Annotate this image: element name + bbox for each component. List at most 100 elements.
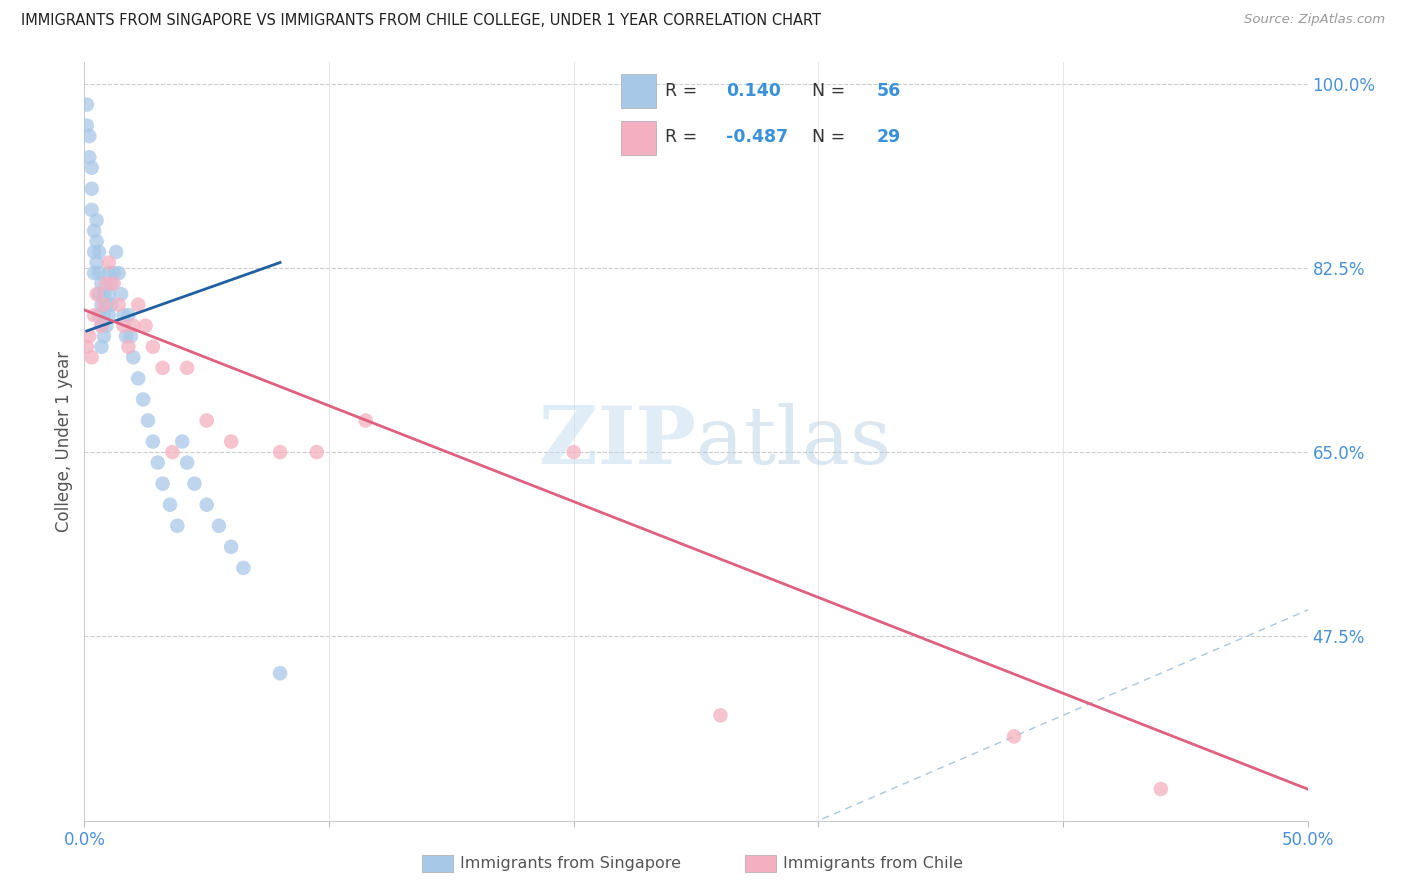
Point	[1002, 730, 1025, 744]
Point	[172, 434, 194, 449]
Text: 29: 29	[877, 128, 901, 145]
Point	[112, 318, 135, 333]
Point	[162, 445, 184, 459]
Point	[183, 476, 205, 491]
Point	[100, 298, 122, 312]
Point	[83, 266, 105, 280]
Text: R =: R =	[665, 82, 703, 100]
Point	[152, 476, 174, 491]
Point	[87, 244, 110, 259]
Text: -0.487: -0.487	[727, 128, 789, 145]
Point	[93, 298, 115, 312]
Text: 0.140: 0.140	[727, 82, 782, 100]
Point	[159, 498, 181, 512]
Point	[219, 434, 242, 449]
Point	[77, 150, 100, 164]
Point	[100, 277, 122, 291]
Point	[115, 329, 138, 343]
Point	[208, 518, 231, 533]
Point	[269, 445, 291, 459]
Y-axis label: College, Under 1 year: College, Under 1 year	[55, 351, 73, 533]
Point	[83, 308, 105, 322]
FancyBboxPatch shape	[620, 121, 657, 155]
Point	[127, 298, 149, 312]
Point	[87, 308, 110, 322]
Point	[80, 351, 103, 365]
Point	[142, 340, 165, 354]
Point	[132, 392, 155, 407]
Point	[86, 255, 108, 269]
Point	[107, 266, 129, 280]
Point	[110, 287, 132, 301]
Point	[146, 456, 169, 470]
Point	[219, 540, 242, 554]
Point	[354, 413, 377, 427]
Text: ZIP: ZIP	[538, 402, 696, 481]
Text: Immigrants from Singapore: Immigrants from Singapore	[460, 856, 681, 871]
Point	[122, 351, 145, 365]
Point	[90, 298, 112, 312]
Point	[103, 277, 125, 291]
Point	[97, 287, 120, 301]
Point	[232, 561, 254, 575]
Text: N =: N =	[813, 128, 851, 145]
Point	[103, 266, 125, 280]
Text: Source: ZipAtlas.com: Source: ZipAtlas.com	[1244, 13, 1385, 27]
Point	[269, 666, 291, 681]
Point	[97, 266, 120, 280]
Point	[86, 235, 108, 249]
Point	[305, 445, 328, 459]
Point	[117, 308, 139, 322]
Point	[105, 244, 128, 259]
Text: Immigrants from Chile: Immigrants from Chile	[783, 856, 963, 871]
Point	[120, 329, 142, 343]
Point	[152, 360, 174, 375]
Point	[93, 329, 115, 343]
Text: R =: R =	[665, 128, 703, 145]
Text: N =: N =	[813, 82, 851, 100]
Point	[176, 360, 198, 375]
Point	[90, 318, 112, 333]
Point	[96, 298, 118, 312]
Point	[80, 202, 103, 217]
Point	[117, 340, 139, 354]
Point	[90, 340, 112, 354]
Point	[76, 119, 98, 133]
Point	[87, 287, 110, 301]
Point	[97, 308, 120, 322]
Point	[562, 445, 585, 459]
Point	[107, 298, 129, 312]
Point	[142, 434, 165, 449]
Point	[80, 182, 103, 196]
Point	[195, 498, 218, 512]
Point	[80, 161, 103, 175]
Point	[176, 456, 198, 470]
Point	[136, 413, 159, 427]
Point	[93, 308, 115, 322]
Point	[97, 255, 120, 269]
Point	[83, 224, 105, 238]
Point	[90, 318, 112, 333]
Point	[166, 518, 188, 533]
Point	[122, 318, 145, 333]
Point	[127, 371, 149, 385]
Point	[77, 129, 100, 144]
Point	[86, 287, 108, 301]
Point	[86, 213, 108, 227]
Point	[76, 340, 98, 354]
FancyBboxPatch shape	[620, 74, 657, 108]
Point	[135, 318, 157, 333]
Point	[1150, 782, 1173, 797]
Text: atlas: atlas	[696, 402, 891, 481]
Text: 56: 56	[877, 82, 901, 100]
Point	[96, 277, 118, 291]
Point	[96, 318, 118, 333]
Point	[77, 329, 100, 343]
Point	[76, 97, 98, 112]
Point	[87, 266, 110, 280]
Point	[112, 308, 135, 322]
Point	[90, 277, 112, 291]
Point	[93, 287, 115, 301]
Text: IMMIGRANTS FROM SINGAPORE VS IMMIGRANTS FROM CHILE COLLEGE, UNDER 1 YEAR CORRELA: IMMIGRANTS FROM SINGAPORE VS IMMIGRANTS …	[21, 13, 821, 29]
Point	[195, 413, 218, 427]
